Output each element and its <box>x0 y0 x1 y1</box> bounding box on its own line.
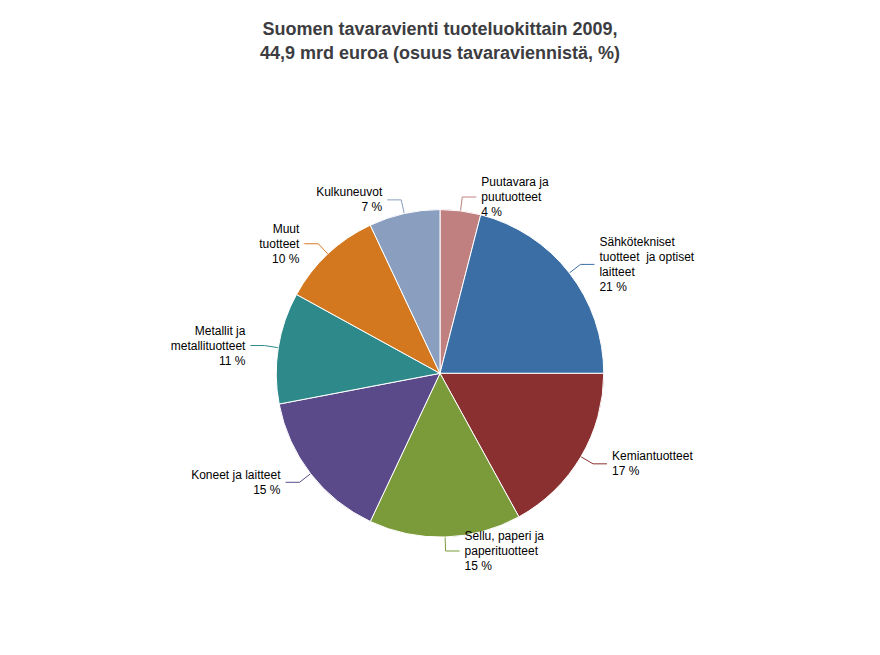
svg-text:44,9 mrd euroa (osuus tavaravi: 44,9 mrd euroa (osuus tavaraviennistä, %… <box>260 43 620 63</box>
svg-text:Muut: Muut <box>273 222 300 236</box>
svg-text:11 %: 11 % <box>219 354 246 368</box>
svg-text:Suomen tavaravienti tuoteluoki: Suomen tavaravienti tuoteluokittain 2009… <box>262 19 617 39</box>
svg-text:Kulkuneuvot: Kulkuneuvot <box>316 185 383 199</box>
svg-text:Koneet ja laitteet: Koneet ja laitteet <box>191 468 281 482</box>
svg-text:Kemiantuotteet: Kemiantuotteet <box>612 449 693 463</box>
svg-text:15 %: 15 % <box>465 559 493 573</box>
svg-text:17 %: 17 % <box>612 464 640 478</box>
svg-text:paperituotteet: paperituotteet <box>465 544 539 558</box>
svg-text:Sähkötekniset: Sähkötekniset <box>599 235 675 249</box>
svg-text:puutuotteet: puutuotteet <box>481 190 542 204</box>
svg-text:tuotteet: tuotteet <box>259 237 300 251</box>
svg-text:metallituotteet: metallituotteet <box>171 339 246 353</box>
svg-text:7 %: 7 % <box>362 200 383 214</box>
svg-text:21 %: 21 % <box>599 280 627 294</box>
svg-text:tuotteet ja optiset: tuotteet ja optiset <box>599 250 694 264</box>
svg-text:Sellu, paperi ja: Sellu, paperi ja <box>465 529 545 543</box>
svg-text:4 %: 4 % <box>481 205 502 219</box>
svg-text:10 %: 10 % <box>272 252 300 266</box>
svg-text:Metallit ja: Metallit ja <box>195 324 246 338</box>
svg-text:laitteet: laitteet <box>599 265 635 279</box>
svg-text:Puutavara ja: Puutavara ja <box>481 175 549 189</box>
svg-text:15 %: 15 % <box>253 483 281 497</box>
